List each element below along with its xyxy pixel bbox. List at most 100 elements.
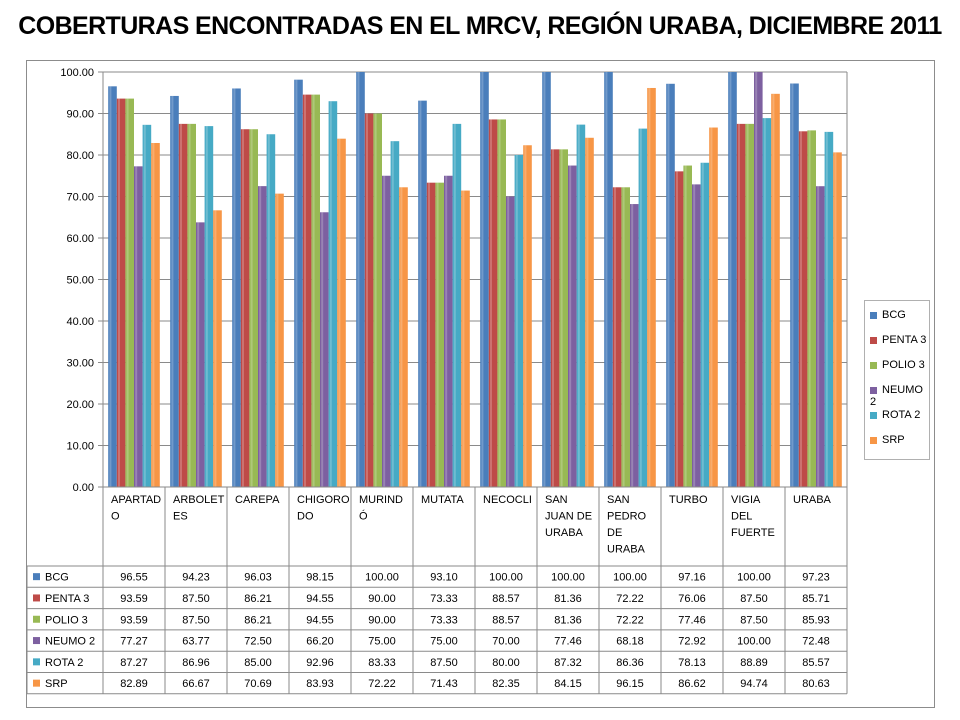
data-label: 100.00 [737, 636, 771, 648]
bar-highlight [304, 94, 306, 488]
bar-rota-2 [762, 118, 772, 487]
data-label: 73.33 [430, 593, 458, 605]
bar-srp [709, 127, 718, 487]
data-label: 98.15 [306, 572, 334, 584]
data-label: 85.93 [802, 614, 830, 626]
data-label: 88.57 [492, 593, 520, 605]
bar-polio-3 [311, 94, 320, 488]
x-tick-label: PEDRO [607, 511, 647, 523]
legend-swatch [870, 386, 877, 394]
bar-highlight [126, 98, 129, 487]
table-legend-key [33, 615, 40, 623]
y-tick-label: 30.00 [66, 358, 94, 370]
data-label: 63.77 [182, 636, 210, 648]
data-label: 87.50 [430, 657, 458, 669]
bar-highlight [143, 124, 146, 487]
data-label: 73.33 [430, 614, 458, 626]
data-label: 85.57 [802, 657, 830, 669]
bar-highlight [188, 123, 191, 487]
bar-highlight [569, 165, 572, 487]
data-label: 76.06 [678, 593, 706, 605]
bar-highlight [205, 126, 208, 487]
data-label: 100.00 [551, 572, 585, 584]
data-label: 83.33 [368, 657, 396, 669]
x-tick-label: JUAN DE [545, 511, 592, 523]
table-legend-key [33, 658, 40, 666]
data-label: 86.62 [678, 678, 706, 690]
bar-highlight [242, 129, 244, 487]
data-label: 100.00 [365, 572, 399, 584]
x-tick-label: APARTAD [111, 494, 161, 506]
bar-highlight [622, 187, 625, 488]
bar-highlight [259, 186, 262, 487]
legend-item: ROTA 2 [870, 409, 920, 421]
bar-highlight [152, 143, 155, 487]
bar-highlight [834, 152, 837, 487]
bar-highlight [498, 119, 501, 487]
table-legend-key [33, 637, 40, 645]
bar-highlight [507, 196, 510, 487]
bar-highlight [357, 72, 360, 487]
bar-neumo-2 [692, 184, 701, 487]
bar-highlight [631, 204, 634, 488]
data-label: 87.32 [554, 657, 582, 669]
bar-highlight [180, 123, 182, 487]
bar-highlight [746, 123, 749, 487]
bar-highlight [329, 101, 332, 487]
legend-swatch [870, 336, 877, 344]
bar-highlight [312, 94, 315, 488]
bar-highlight [614, 187, 616, 488]
bar-penta-3 [612, 187, 622, 488]
bar-bcg [790, 83, 799, 488]
bar-srp [833, 152, 842, 487]
bar-polio-3 [249, 129, 258, 487]
data-label: 85.00 [244, 657, 272, 669]
data-label: 93.59 [120, 593, 148, 605]
table-series-name: POLIO 3 [45, 614, 88, 626]
bar-neumo-2 [630, 204, 639, 488]
data-label: 100.00 [737, 572, 771, 584]
bar-bcg [294, 79, 303, 488]
x-tick-label: URABA [793, 494, 832, 506]
bar-highlight [428, 182, 430, 488]
data-label: 88.57 [492, 614, 520, 626]
bar-highlight [481, 72, 484, 487]
table-series-name: BCG [45, 572, 69, 584]
bar-highlight [755, 72, 758, 487]
bar-highlight [366, 113, 368, 487]
bar-rota-2 [576, 124, 586, 487]
bar-bcg [480, 72, 489, 487]
bar-highlight [763, 118, 766, 487]
data-label: 97.16 [678, 572, 706, 584]
data-label: 77.27 [120, 636, 148, 648]
bar-rota-2 [514, 155, 524, 487]
bar-bcg [728, 72, 737, 487]
x-tick-label: ARBOLET [173, 494, 225, 506]
bar-highlight [490, 119, 492, 487]
bar-rota-2 [328, 101, 338, 487]
data-label: 77.46 [554, 636, 582, 648]
legend-swatch [870, 361, 877, 369]
data-label: 70.00 [492, 636, 520, 648]
data-label: 72.92 [678, 636, 706, 648]
bar-highlight [701, 162, 704, 487]
data-label: 94.55 [306, 614, 334, 626]
bar-highlight [586, 137, 589, 487]
bar-bcg [604, 72, 613, 487]
legend-label: NEUMO 2 [870, 384, 923, 409]
table-legend-key [33, 594, 40, 602]
data-label: 82.35 [492, 678, 520, 690]
bar-highlight [605, 72, 608, 487]
bar-highlight [250, 129, 253, 487]
data-label: 92.96 [306, 657, 334, 669]
bar-rota-2 [266, 134, 276, 487]
legend-item: SRP [870, 434, 905, 446]
legend-swatch [870, 436, 877, 444]
bar-bcg [356, 72, 365, 487]
bar-highlight [383, 175, 386, 487]
bar-highlight [321, 212, 324, 487]
data-label: 87.27 [120, 657, 148, 669]
bar-highlight [560, 149, 563, 487]
bar-neumo-2 [816, 186, 825, 487]
